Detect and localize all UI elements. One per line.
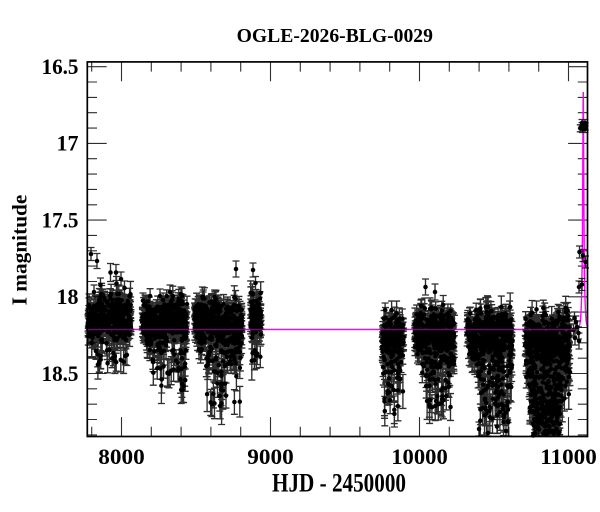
svg-text:11000: 11000 bbox=[540, 444, 597, 469]
svg-text:10000: 10000 bbox=[391, 444, 448, 469]
svg-text:I magnitude: I magnitude bbox=[8, 195, 32, 306]
svg-text:17.5: 17.5 bbox=[42, 207, 79, 232]
svg-text:18.5: 18.5 bbox=[42, 361, 79, 386]
svg-text:17: 17 bbox=[57, 131, 79, 156]
svg-text:16.5: 16.5 bbox=[42, 54, 79, 79]
svg-text:8000: 8000 bbox=[98, 444, 145, 469]
svg-text:OGLE-2026-BLG-0029: OGLE-2026-BLG-0029 bbox=[237, 25, 433, 47]
svg-text:9000: 9000 bbox=[247, 444, 294, 469]
svg-text:18: 18 bbox=[57, 284, 79, 309]
svg-text:HJD - 2450000: HJD - 2450000 bbox=[272, 469, 406, 498]
